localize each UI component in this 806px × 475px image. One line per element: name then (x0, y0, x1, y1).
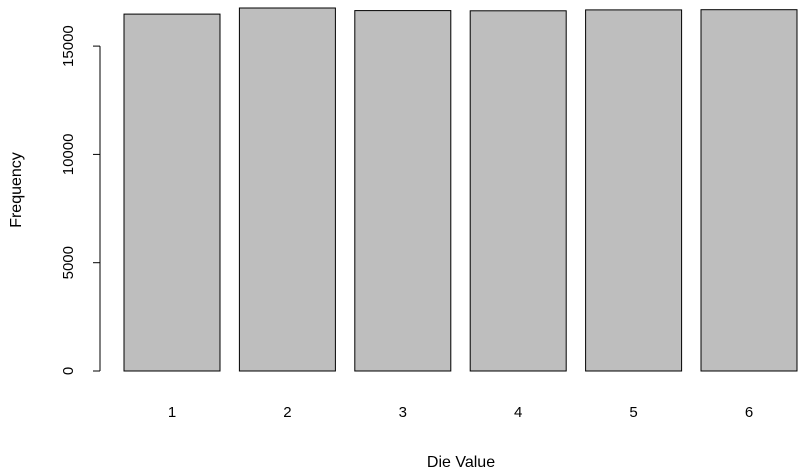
y-tick-label-5000: 5000 (60, 246, 77, 279)
x-tick-label-4: 4 (514, 404, 522, 421)
bars-group (123, 7, 798, 372)
x-tick-label-1: 1 (168, 404, 176, 421)
bar-6 (700, 9, 798, 372)
y-tick-label-0: 0 (60, 367, 77, 375)
y-tick-label-15000: 15000 (60, 25, 77, 67)
bar-1 (123, 13, 221, 372)
bar-4 (469, 10, 567, 372)
x-tick-label-5: 5 (629, 404, 637, 421)
x-tick-label-6: 6 (745, 404, 753, 421)
x-tick-label-2: 2 (283, 404, 291, 421)
y-axis: 0 5000 10000 15000 (60, 25, 101, 375)
bar-5 (585, 9, 683, 372)
x-tick-label-3: 3 (399, 404, 407, 421)
y-tick-label-10000: 10000 (60, 134, 77, 176)
bar-3 (354, 10, 452, 372)
x-axis-title: Die Value (427, 454, 495, 471)
bar-2 (238, 7, 336, 372)
x-axis-labels: 1 2 3 4 5 6 (168, 404, 753, 421)
y-axis-title: Frequency (8, 152, 25, 228)
